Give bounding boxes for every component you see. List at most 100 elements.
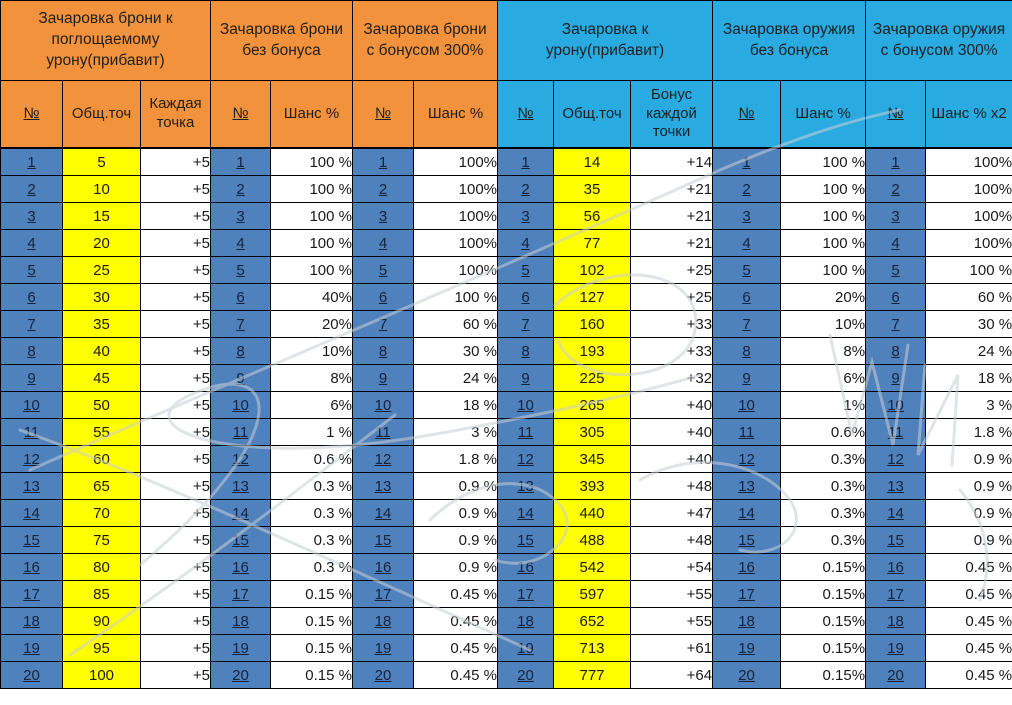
col-header-chance: Шанс % xyxy=(780,80,867,149)
per-point-cell: +5 xyxy=(140,256,211,284)
per-point-cell: +5 xyxy=(140,229,211,257)
table-row: 15 75 +5 15 0.3 % 15 0.9 % 15 488 +48 15 0.3% 15 0.9 … xyxy=(0,526,1012,554)
row-number-cell: 14 xyxy=(0,499,63,527)
row-number-cell: 17 xyxy=(0,580,63,608)
total-points-cell: 30 xyxy=(62,283,141,311)
total-points-cell: 20 xyxy=(62,229,141,257)
row-number-cell: 6 xyxy=(865,283,927,311)
per-point-cell: +5 xyxy=(140,147,211,176)
table-row: 6 30 +5 6 40% 6 100 % 6 127 +25 6 20% 6 60 % xyxy=(0,283,1012,311)
chance-cell: 0.9 % xyxy=(412,553,499,581)
row-number-cell: 13 xyxy=(352,472,414,500)
table-row: 2 10 +5 2 100 % 2 100% 2 35 +21 2 100 % 2 100% xyxy=(0,175,1012,203)
row-number-cell: 11 xyxy=(352,418,414,446)
total-points-cell: 45 xyxy=(62,364,141,392)
row-number-cell: 16 xyxy=(865,553,927,581)
chance-cell: 100 % xyxy=(780,229,867,257)
per-point-cell: +5 xyxy=(140,553,211,581)
row-number-cell: 16 xyxy=(0,553,63,581)
group-header-armor-no-bonus: Зачаровка брони без бонуса xyxy=(210,0,353,81)
row-number-cell: 10 xyxy=(210,391,271,419)
total-points-cell: 75 xyxy=(62,526,141,554)
per-point-cell: +5 xyxy=(140,634,211,662)
row-number-cell: 9 xyxy=(712,364,782,392)
row-number-cell: 18 xyxy=(0,607,63,635)
row-number-cell: 8 xyxy=(210,337,271,365)
chance-cell: 100 % xyxy=(270,202,353,230)
row-number-cell: 17 xyxy=(210,580,271,608)
row-number-cell: 13 xyxy=(497,472,555,500)
row-number-cell: 17 xyxy=(352,580,414,608)
total-points-cell: 35 xyxy=(553,175,632,203)
per-point-cell: +5 xyxy=(140,283,211,311)
chance-cell: 6% xyxy=(780,364,867,392)
row-number-cell: 2 xyxy=(865,175,927,203)
chance-cell: 0.6% xyxy=(780,418,867,446)
row-number-cell: 3 xyxy=(210,202,271,230)
chance-cell: 100 % xyxy=(780,175,867,203)
row-number-cell: 1 xyxy=(210,147,271,176)
row-number-cell: 16 xyxy=(497,553,555,581)
table-row: 5 25 +5 5 100 % 5 100% 5 102 +25 5 100 % 5 100 % xyxy=(0,256,1012,284)
chance-cell: 1 % xyxy=(270,418,353,446)
row-number-cell: 14 xyxy=(712,499,782,527)
bonus-per-point-cell: +40 xyxy=(630,418,714,446)
row-number-cell: 4 xyxy=(712,229,782,257)
row-number-cell: 10 xyxy=(712,391,782,419)
chance-cell: 0.45 % xyxy=(925,661,1012,689)
per-point-cell: +5 xyxy=(140,499,211,527)
per-point-cell: +5 xyxy=(140,607,211,635)
chance-cell: 0.3 % xyxy=(270,553,353,581)
row-number-cell: 4 xyxy=(497,229,555,257)
row-number-cell: 15 xyxy=(0,526,63,554)
total-points-cell: 50 xyxy=(62,391,141,419)
chance-cell: 0.3 % xyxy=(270,472,353,500)
row-number-cell: 7 xyxy=(352,310,414,338)
row-number-cell: 3 xyxy=(712,202,782,230)
total-points-cell: 55 xyxy=(62,418,141,446)
chance-cell: 0.45 % xyxy=(925,580,1012,608)
row-number-cell: 2 xyxy=(210,175,271,203)
chance-cell: 0.45 % xyxy=(925,607,1012,635)
total-points-cell: 25 xyxy=(62,256,141,284)
per-point-cell: +5 xyxy=(140,661,211,689)
per-point-cell: +5 xyxy=(140,526,211,554)
row-number-cell: 2 xyxy=(497,175,555,203)
table-row: 1 5 +5 1 100 % 1 100% 1 14 +14 1 100 % 1 100% xyxy=(0,147,1012,176)
group-header-weapon-bonus-300: Зачаровка оружия с бонусом 300% xyxy=(865,0,1012,81)
total-points-cell: 90 xyxy=(62,607,141,635)
row-number-cell: 9 xyxy=(865,364,927,392)
chance-cell: 0.45 % xyxy=(925,634,1012,662)
total-points-cell: 15 xyxy=(62,202,141,230)
chance-cell: 0.3 % xyxy=(270,526,353,554)
row-number-cell: 9 xyxy=(0,364,63,392)
chance-cell: 100% xyxy=(412,147,499,176)
total-points-cell: 40 xyxy=(62,337,141,365)
chance-cell: 3 % xyxy=(412,418,499,446)
chance-cell: 100 % xyxy=(270,175,353,203)
row-number-cell: 19 xyxy=(497,634,555,662)
chance-cell: 100 % xyxy=(780,147,867,176)
per-point-cell: +5 xyxy=(140,391,211,419)
enchant-table: Зачаровка брони к поглощаемому урону(при… xyxy=(0,0,1012,689)
col-header-chance: Шанс % xyxy=(270,80,353,149)
chance-cell: 0.15 % xyxy=(270,580,353,608)
row-number-cell: 19 xyxy=(210,634,271,662)
table-row: 3 15 +5 3 100 % 3 100% 3 56 +21 3 100 % 3 100% xyxy=(0,202,1012,230)
row-number-cell: 10 xyxy=(497,391,555,419)
chance-cell: 60 % xyxy=(412,310,499,338)
row-number-cell: 5 xyxy=(0,256,63,284)
chance-cell: 60 % xyxy=(925,283,1012,311)
chance-cell: 0.15% xyxy=(780,661,867,689)
table-row: 14 70 +5 14 0.3 % 14 0.9 % 14 440 +47 14 0.3% 14 0.9 … xyxy=(0,499,1012,527)
row-number-cell: 1 xyxy=(352,147,414,176)
bonus-per-point-cell: +47 xyxy=(630,499,714,527)
bonus-per-point-cell: +21 xyxy=(630,175,714,203)
chance-cell: 0.3% xyxy=(780,526,867,554)
chance-cell: 30 % xyxy=(925,310,1012,338)
chance-cell: 100 % xyxy=(270,256,353,284)
row-number-cell: 14 xyxy=(210,499,271,527)
bonus-per-point-cell: +55 xyxy=(630,607,714,635)
chance-cell: 0.15% xyxy=(780,634,867,662)
chance-cell: 6% xyxy=(270,391,353,419)
